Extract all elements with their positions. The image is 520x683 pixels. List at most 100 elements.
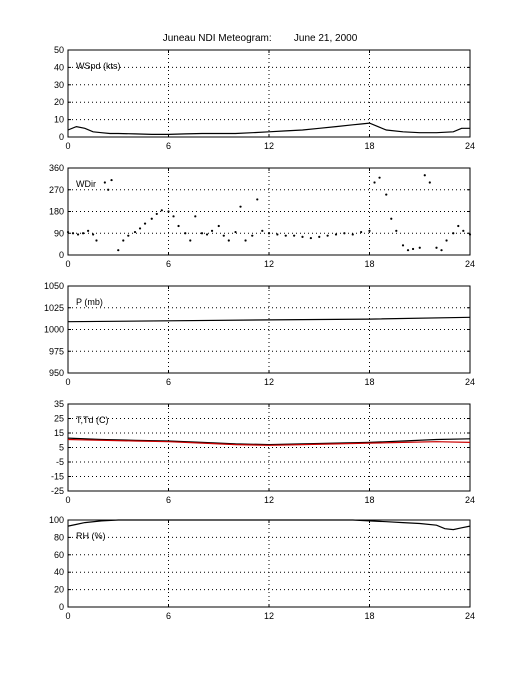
panel-3-label-p-mb: P (mb) (76, 297, 103, 307)
panel-2-series-1-point (133, 230, 137, 234)
panel-2-series-1-point (122, 239, 125, 242)
panel-2-series-1-point (445, 239, 448, 242)
panel-2-series-1-point (103, 181, 106, 184)
panel-2-series-1-point (395, 229, 398, 232)
panel-2-series-1-point (261, 229, 264, 232)
panel-4-series-2-line (67, 438, 471, 446)
panel-2-series-1-point (293, 234, 296, 237)
panel-2-series-1-point (127, 234, 130, 237)
panel-2-series-1-point (150, 217, 153, 220)
panel-2-series-1-point (160, 209, 163, 212)
panel-1-xtick-label: 18 (364, 141, 374, 151)
panel-4-ytick-label: -25 (51, 486, 64, 496)
panel-2-series-1-point (368, 229, 371, 232)
panel-2-series-1-point (267, 232, 271, 235)
panel-3-ytick-label: 950 (49, 368, 64, 378)
panel-2-series-1-point (143, 222, 147, 225)
panel-2-series-1-point (138, 227, 142, 230)
panel-2-series-1-point (423, 174, 426, 177)
panel-5-series-1-line (67, 519, 471, 531)
panel-2-series-1-point (244, 239, 247, 242)
panel-2-series-1-point (468, 233, 472, 236)
panel-1-frame (67, 49, 471, 138)
panel-5-ytick-label: 100 (49, 515, 64, 525)
panel-2-series-1-point (167, 210, 170, 213)
panel-3-xtick-label: 18 (364, 377, 374, 387)
panel-5-xtick-label: 0 (65, 611, 70, 621)
panel-5-frame (67, 519, 471, 608)
panel-3-ytick-label: 975 (49, 346, 64, 356)
panel-3-ytick-label: 1000 (44, 325, 64, 335)
panel-4-ytick-label: 15 (54, 428, 64, 438)
panel-2-series-1-point (418, 246, 421, 249)
panel-2-series-1-point (107, 188, 110, 191)
panel-5-xtick-label: 18 (364, 611, 374, 621)
panel-2-series-1-point (155, 212, 158, 216)
panel-2-series-1-point (390, 217, 393, 220)
panel-4-label-t-td-c: T,Td (C) (76, 415, 109, 425)
panel-4-ytick-label: -5 (56, 457, 64, 467)
panel-1-ytick-label: 20 (54, 97, 64, 107)
panel-2-xtick-label: 18 (364, 259, 374, 269)
panel-2-series-1-point (435, 246, 438, 249)
panel-2-series-1-point (428, 181, 431, 184)
panel-5-xtick-label: 6 (166, 611, 171, 621)
panel-2-series-1-point (462, 229, 465, 232)
panel-2-series-1-point (200, 232, 204, 235)
panel-2-series-1-point (81, 232, 85, 235)
panel-3-series-1-line (67, 316, 471, 323)
panel-2-series-1-point (284, 234, 287, 237)
panel-3-xtick-label: 24 (465, 377, 475, 387)
panel-2-series-1-point (184, 232, 187, 235)
panel-2-series-1-point (239, 205, 242, 208)
panel-1-xtick-label: 12 (264, 141, 274, 151)
panel-4-ytick-label: 35 (54, 399, 64, 409)
panel-5-ytick-label: 0 (59, 602, 64, 612)
panel-4-xtick-label: 12 (264, 495, 274, 505)
panel-4-xtick-label: 18 (364, 495, 374, 505)
panel-2-series-1-point (406, 249, 410, 252)
panel-2-xtick-label: 12 (264, 259, 274, 269)
panel-2-series-1-point (343, 232, 346, 235)
panel-5-ytick-label: 20 (54, 585, 64, 595)
panel-2-series-1-point (326, 234, 329, 237)
panel-2-series-1-point (440, 249, 443, 252)
panel-4-xtick-label: 0 (65, 495, 70, 505)
panel-1-ytick-label: 0 (59, 132, 64, 142)
panel-2-series-1-point (92, 233, 95, 236)
panel-1-xtick-label: 6 (166, 141, 171, 151)
panel-2-series-1-point (205, 233, 209, 236)
panel-1-ytick-label: 50 (54, 45, 64, 55)
panel-2-xtick-label: 0 (65, 259, 70, 269)
panel-2-series-1-point (95, 239, 98, 242)
panel-4-ytick-label: 5 (59, 443, 64, 453)
panel-1-label-wspd-kts: WSpd (kts) (76, 61, 121, 71)
panel-2-series-1-point (210, 229, 214, 232)
panel-2-series-1-point (177, 224, 180, 228)
panel-3-ytick-label: 1025 (44, 303, 64, 313)
panel-2-series-1-point (378, 176, 381, 179)
panel-2-series-1-point (189, 239, 192, 242)
panel-3-xtick-label: 12 (264, 377, 274, 387)
panel-2-series-1-point (360, 230, 363, 234)
panel-2-series-1-point (251, 234, 254, 237)
panel-1-xtick-label: 0 (65, 141, 70, 151)
panel-2-series-1-point (234, 230, 237, 234)
panel-4-xtick-label: 6 (166, 495, 171, 505)
panel-2-series-1-point (401, 244, 405, 247)
panel-2-ytick-label: 360 (49, 163, 64, 173)
panel-2-series-1-point (411, 247, 415, 251)
panel-2-series-1-point (194, 215, 197, 218)
panel-2-series-1-point (172, 215, 175, 218)
panel-2-series-1-point (66, 230, 70, 234)
chart-title: Juneau NDI Meteogram: June 21, 2000 (162, 33, 358, 44)
panel-2-ytick-label: 270 (49, 185, 64, 195)
panel-2-ytick-label: 90 (54, 228, 64, 238)
panel-2-ytick-label: 180 (49, 207, 64, 217)
panel-1-ytick-label: 10 (54, 115, 64, 125)
panel-5-ytick-label: 60 (54, 550, 64, 560)
panel-2-series-1-point (222, 234, 225, 237)
panel-2-series-1-point (385, 193, 388, 196)
